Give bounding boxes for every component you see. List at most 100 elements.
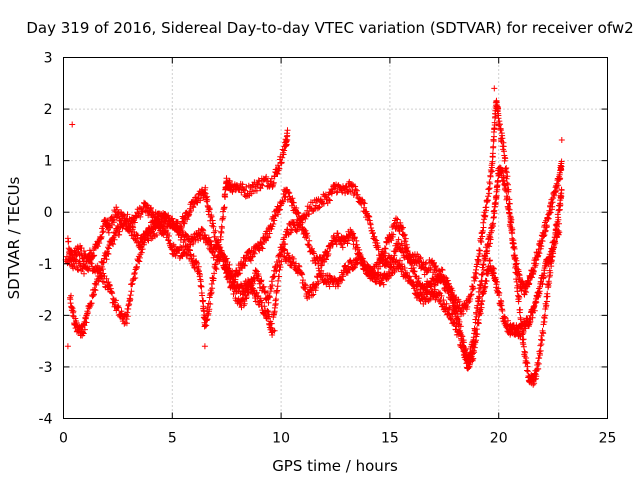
data-point — [523, 289, 530, 296]
data-point — [536, 355, 543, 361]
data-point — [177, 243, 184, 250]
data-point — [468, 291, 475, 298]
data-point — [543, 298, 550, 305]
data-point — [98, 233, 105, 240]
data-point — [506, 196, 513, 203]
data-point — [259, 245, 266, 252]
data-point — [455, 313, 461, 320]
data-point — [478, 304, 485, 311]
data-point — [496, 121, 503, 128]
data-point — [439, 267, 446, 273]
data-point — [80, 248, 87, 254]
data-point — [253, 187, 260, 194]
data-point — [494, 279, 501, 285]
data-point — [480, 224, 487, 231]
data-point — [123, 320, 130, 327]
data-point — [148, 235, 155, 242]
data-point — [495, 115, 502, 122]
data-point — [127, 220, 134, 227]
data-point — [351, 234, 358, 241]
data-point — [132, 214, 139, 221]
data-point — [261, 303, 268, 310]
data-point — [220, 213, 227, 220]
data-point — [70, 308, 77, 315]
data-point — [486, 190, 493, 197]
data-point — [376, 255, 383, 261]
data-point — [491, 122, 498, 128]
data-point — [109, 240, 116, 247]
data-point — [545, 261, 552, 268]
data-point — [110, 219, 117, 226]
data-point — [77, 260, 83, 267]
data-point — [271, 327, 278, 334]
data-point — [105, 251, 112, 257]
data-point — [136, 244, 143, 251]
data-point — [69, 121, 76, 128]
data-point — [68, 248, 75, 255]
data-point — [148, 204, 154, 211]
data-point — [511, 256, 518, 263]
x-tick-label: 10 — [272, 431, 290, 447]
data-point — [540, 273, 547, 279]
data-point — [512, 269, 519, 276]
data-point — [513, 260, 520, 267]
data-point — [471, 349, 478, 356]
data-point — [94, 243, 101, 250]
data-point — [88, 300, 95, 307]
data-point — [279, 154, 286, 161]
data-point — [273, 267, 280, 274]
data-point — [476, 294, 483, 301]
data-point — [126, 218, 133, 224]
data-point — [547, 209, 554, 216]
data-point — [205, 234, 212, 241]
data-point — [540, 330, 547, 337]
data-point — [470, 285, 477, 292]
data-point — [491, 133, 497, 140]
data-point — [115, 304, 122, 311]
data-point — [184, 243, 191, 250]
data-point — [276, 257, 283, 264]
data-point — [140, 203, 147, 210]
data-point — [124, 211, 131, 218]
data-point — [412, 273, 419, 280]
data-point — [483, 278, 490, 284]
data-point — [353, 187, 360, 194]
data-point — [407, 254, 414, 261]
data-point — [294, 209, 301, 216]
data-point — [311, 206, 318, 213]
data-point — [269, 282, 276, 289]
data-point — [417, 289, 424, 296]
data-point — [556, 220, 562, 227]
data-point — [537, 352, 543, 358]
data-point — [241, 262, 247, 269]
data-point — [471, 344, 478, 351]
data-point — [251, 277, 258, 284]
data-point — [538, 243, 545, 250]
data-point — [293, 205, 300, 211]
data-point — [393, 215, 399, 222]
y-tick-label: -4 — [39, 412, 53, 428]
data-point — [275, 252, 282, 259]
data-point — [88, 260, 95, 267]
data-point — [446, 305, 453, 312]
data-point — [265, 234, 272, 241]
data-point — [477, 247, 483, 254]
data-point — [480, 267, 487, 273]
data-point — [437, 290, 444, 297]
data-point — [458, 335, 465, 342]
data-point — [200, 227, 207, 234]
data-point — [68, 254, 75, 261]
data-point — [382, 245, 389, 252]
data-point — [334, 230, 341, 237]
data-point — [273, 296, 280, 303]
data-point — [188, 207, 194, 214]
data-point — [470, 355, 477, 362]
data-point — [530, 268, 537, 275]
data-point — [539, 238, 546, 245]
data-point — [223, 255, 230, 262]
data-point — [212, 227, 219, 234]
data-point — [197, 197, 204, 204]
data-point — [446, 304, 452, 311]
data-point — [490, 214, 497, 221]
data-point — [91, 252, 98, 259]
